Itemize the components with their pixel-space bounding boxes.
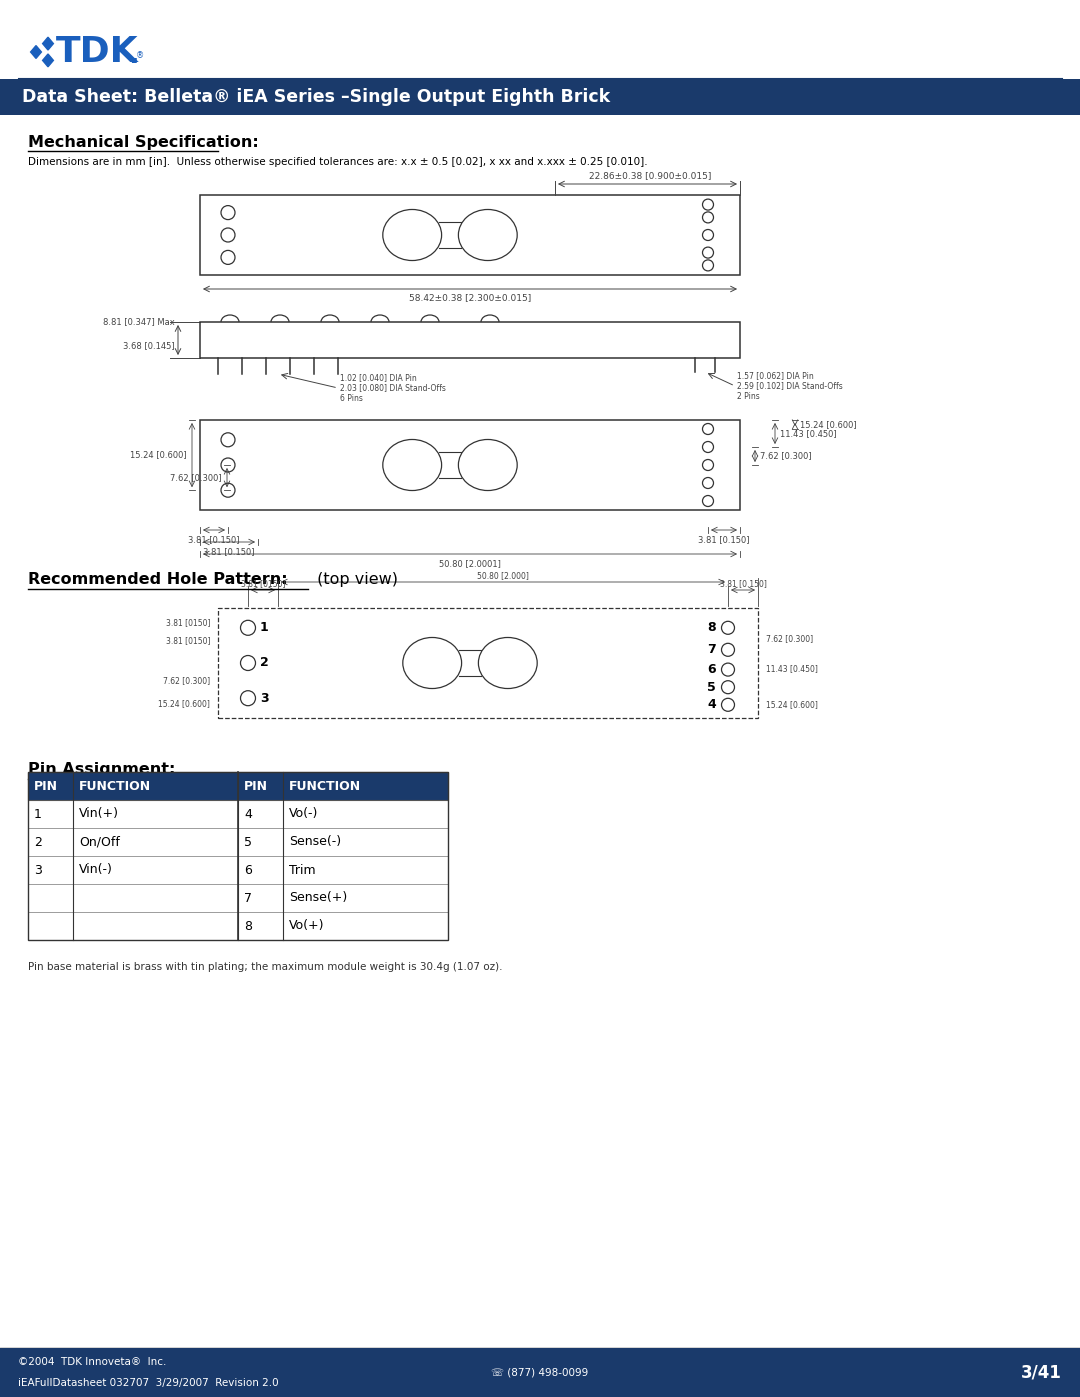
Text: 7.62 [0.300]: 7.62 [0.300]: [766, 634, 813, 643]
Bar: [28, 884, 448, 912]
Text: 2: 2: [260, 657, 269, 669]
Text: 1.57 [0.062] DIA Pin
2.59 [0.102] DIA Stand-Offs
2 Pins: 1.57 [0.062] DIA Pin 2.59 [0.102] DIA St…: [737, 372, 842, 401]
Text: Sense(-): Sense(-): [289, 835, 341, 848]
Text: 1: 1: [33, 807, 42, 820]
Text: ®: ®: [136, 52, 145, 60]
Text: 15.24 [0.600]: 15.24 [0.600]: [158, 698, 210, 708]
Text: Vo(-): Vo(-): [289, 807, 319, 820]
Text: 3.81 [0.150]: 3.81 [0.150]: [699, 535, 750, 543]
Text: 11.43 [0.450]: 11.43 [0.450]: [766, 664, 818, 673]
Polygon shape: [42, 54, 53, 67]
Bar: [28, 912, 448, 940]
Text: 8: 8: [707, 622, 716, 634]
Text: 8: 8: [244, 919, 252, 933]
Text: PIN: PIN: [244, 780, 268, 792]
Text: 22.86±0.38 [0.900±0.015]: 22.86±0.38 [0.900±0.015]: [589, 170, 712, 180]
Text: 15.24 [0.600]: 15.24 [0.600]: [131, 451, 187, 460]
Text: ☏ (877) 498-0099: ☏ (877) 498-0099: [491, 1368, 589, 1377]
Bar: [200, 196, 740, 275]
Polygon shape: [42, 38, 53, 50]
Text: 50.80 [2.000]: 50.80 [2.000]: [477, 571, 529, 580]
Text: .: .: [129, 41, 138, 68]
Text: 4: 4: [244, 807, 252, 820]
Text: Vo(+): Vo(+): [289, 919, 324, 933]
Text: Vin(-): Vin(-): [79, 863, 113, 876]
Bar: [28, 828, 448, 856]
Text: 7: 7: [244, 891, 252, 904]
Text: 3: 3: [260, 692, 269, 704]
Text: 15.24 [0.600]: 15.24 [0.600]: [800, 420, 856, 429]
Text: Data Sheet: Belleta® iEA Series –Single Output Eighth Brick: Data Sheet: Belleta® iEA Series –Single …: [22, 88, 610, 106]
Text: iEAFullDatasheet 032707  3/29/2007  Revision 2.0: iEAFullDatasheet 032707 3/29/2007 Revisi…: [18, 1379, 279, 1389]
Text: Recommended Hole Pattern:: Recommended Hole Pattern:: [28, 571, 287, 587]
Text: 5: 5: [244, 835, 252, 848]
Text: Sense(+): Sense(+): [289, 891, 348, 904]
Text: 6: 6: [244, 863, 252, 876]
Text: 8.81 [0.347] Max: 8.81 [0.347] Max: [104, 317, 175, 327]
Text: Vin(+): Vin(+): [79, 807, 119, 820]
Text: 3.81 [0150]: 3.81 [0150]: [241, 578, 285, 588]
Text: 3/41: 3/41: [1021, 1363, 1062, 1382]
Text: 1: 1: [260, 622, 269, 634]
Text: Pin Assignment:: Pin Assignment:: [28, 761, 175, 777]
Text: 3: 3: [33, 863, 42, 876]
Text: TDK: TDK: [56, 35, 138, 68]
Text: 7: 7: [707, 643, 716, 657]
Bar: [200, 420, 740, 510]
Text: 1.02 [0.040] DIA Pin
2.03 [0.080] DIA Stand-Offs
6 Pins: 1.02 [0.040] DIA Pin 2.03 [0.080] DIA St…: [340, 373, 446, 402]
Text: 3.81 [0.150]: 3.81 [0.150]: [719, 578, 767, 588]
Text: ©2004  TDK Innoveta®  Inc.: ©2004 TDK Innoveta® Inc.: [18, 1356, 166, 1366]
Text: Trim: Trim: [289, 863, 315, 876]
Text: Pin base material is brass with tin plating; the maximum module weight is 30.4g : Pin base material is brass with tin plat…: [28, 963, 502, 972]
Text: 6: 6: [707, 664, 716, 676]
Bar: [28, 773, 448, 940]
Text: 58.42±0.38 [2.300±0.015]: 58.42±0.38 [2.300±0.015]: [409, 293, 531, 302]
Bar: [218, 608, 758, 718]
Text: 7.62 [0.300]: 7.62 [0.300]: [163, 676, 210, 685]
Bar: [28, 856, 448, 884]
Bar: [28, 773, 448, 800]
Text: 11.43 [0.450]: 11.43 [0.450]: [780, 429, 837, 439]
Text: (top view): (top view): [312, 571, 399, 587]
Text: 3.81 [0.150]: 3.81 [0.150]: [203, 548, 255, 556]
Text: 3.81 [0.150]: 3.81 [0.150]: [188, 535, 240, 543]
Text: 50.80 [2.0001]: 50.80 [2.0001]: [440, 559, 501, 569]
Bar: [200, 321, 740, 358]
Text: 3.68 [0.145]: 3.68 [0.145]: [123, 341, 175, 351]
Text: 2: 2: [33, 835, 42, 848]
Bar: [0, 1348, 1080, 1397]
Text: 5: 5: [707, 680, 716, 694]
Text: Dimensions are in mm [in].  Unless otherwise specified tolerances are: x.x ± 0.5: Dimensions are in mm [in]. Unless otherw…: [28, 156, 648, 168]
Text: 4: 4: [707, 698, 716, 711]
Text: 15.24 [0.600]: 15.24 [0.600]: [766, 700, 818, 710]
Polygon shape: [30, 46, 41, 59]
Bar: [28, 800, 448, 828]
Text: FUNCTION: FUNCTION: [289, 780, 361, 792]
Text: PIN: PIN: [33, 780, 58, 792]
Text: FUNCTION: FUNCTION: [79, 780, 151, 792]
Text: 7.62 [0.300]: 7.62 [0.300]: [760, 451, 812, 461]
Text: 7.62 [0.300]: 7.62 [0.300]: [171, 474, 222, 482]
Bar: [0, 80, 1080, 115]
Text: On/Off: On/Off: [79, 835, 120, 848]
Text: 3.81 [0150]: 3.81 [0150]: [165, 636, 210, 645]
Text: Mechanical Specification:: Mechanical Specification:: [28, 136, 259, 149]
Text: 3.81 [0150]: 3.81 [0150]: [165, 619, 210, 627]
